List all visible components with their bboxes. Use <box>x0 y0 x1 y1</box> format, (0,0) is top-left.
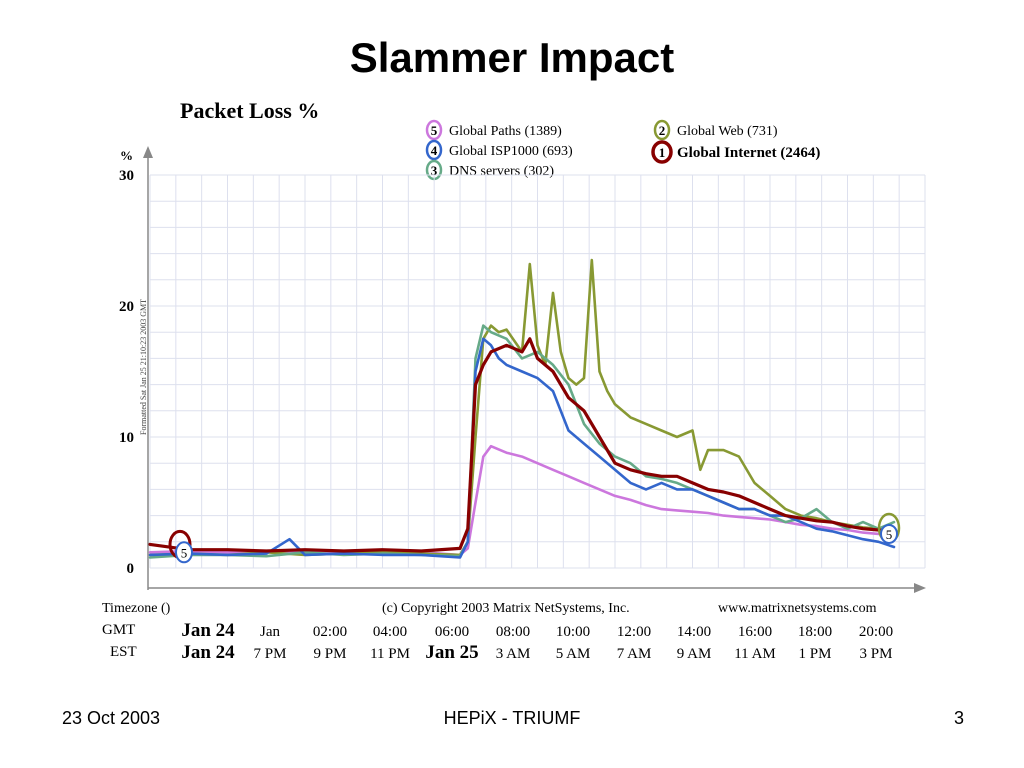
series-line-2 <box>148 258 896 557</box>
est-tick-label: 1 PM <box>799 646 832 662</box>
y-axis-arrow <box>143 146 153 158</box>
packet-loss-chart: Packet Loss % 5 Global Paths (1389) 2 Globa… <box>102 98 926 663</box>
gmt-tick-label: 08:00 <box>496 624 530 640</box>
series-line-4 <box>148 337 896 559</box>
start-badge-number: 5 <box>181 545 188 560</box>
end-badge-number: 5 <box>886 527 893 542</box>
legend-badge-circle <box>653 119 671 141</box>
end-badge-circle <box>880 523 898 544</box>
est-tick-label: Jan 25 <box>425 642 478 663</box>
gmt-tick-label: 16:00 <box>738 624 772 640</box>
est-tick-label: 9 AM <box>677 646 712 662</box>
est-tick-label: 3 PM <box>860 646 893 662</box>
gmt-tick-label: 04:00 <box>373 624 407 640</box>
est-tick-label: 9 PM <box>314 646 347 662</box>
legend-badge-number: 4 <box>431 143 438 158</box>
est-tick-label: 11 PM <box>370 646 410 662</box>
legend-entry-label: Global ISP1000 (693) <box>449 144 573 159</box>
series-end-badges: 55 <box>168 512 901 564</box>
legend-badge-number: 1 <box>659 145 666 160</box>
est-tick-label: 11 AM <box>734 646 776 662</box>
est-tick-label: Jan 24 <box>181 642 235 663</box>
est-tick-label: 7 AM <box>617 646 652 662</box>
gmt-tick-label: 14:00 <box>677 624 711 640</box>
timezone-label: Timezone () <box>102 601 171 616</box>
start-badge-circle <box>175 541 193 564</box>
y-tick-label: 20 <box>119 299 134 315</box>
website-text: www.matrixnetsystems.com <box>718 601 877 616</box>
y-tick-labels: 0 10 20 30 <box>119 168 134 577</box>
x-axis-arrow <box>914 583 926 593</box>
grid-lines <box>149 174 926 569</box>
est-tick-label: 7 PM <box>254 646 287 662</box>
gmt-row-label: GMT <box>102 622 135 638</box>
footer-date: 23 Oct 2003 <box>62 708 161 728</box>
copyright-text: (c) Copyright 2003 Matrix NetSystems, In… <box>382 601 630 616</box>
est-tick-label: 3 AM <box>496 646 531 662</box>
series-line-1 <box>148 337 896 553</box>
est-row-label: EST <box>110 644 137 660</box>
y-tick-label: 30 <box>119 168 134 184</box>
legend-entry-label: Global Web (731) <box>677 124 778 139</box>
legend-badge-circle <box>651 140 673 164</box>
y-axis-unit-label: % <box>120 148 133 163</box>
legend-entry-label: Global Internet (2464) <box>677 145 820 161</box>
y-tick-label: 10 <box>119 430 134 446</box>
formatted-date-note: Formatted Sat Jan 25 21:10:23 2003 GMT <box>139 299 148 435</box>
legend-badge-circle <box>425 119 443 141</box>
footer-page-number: 3 <box>953 708 964 728</box>
legend-entry-label: DNS servers (302) <box>449 164 554 179</box>
legend-badge-circle <box>425 139 443 161</box>
gmt-tick-label: Jan 24 <box>181 620 235 641</box>
footer-event: HEPiX - TRIUMF <box>443 708 581 728</box>
gmt-tick-label: 20:00 <box>859 624 893 640</box>
slide-title: Slammer Impact <box>349 34 675 81</box>
legend-badge-number: 5 <box>431 123 438 138</box>
legend-badge-number: 2 <box>659 123 666 138</box>
gmt-tick-label: 18:00 <box>798 624 832 640</box>
gmt-tick-label: 10:00 <box>556 624 590 640</box>
y-tick-label: 0 <box>127 561 135 577</box>
axes: % <box>120 146 926 593</box>
est-tick-label: 5 AM <box>556 646 591 662</box>
legend-badge-number: 3 <box>431 163 438 178</box>
chart-title: Packet Loss % <box>180 98 319 123</box>
gmt-tick-label: 02:00 <box>313 624 347 640</box>
series-line-5 <box>148 444 896 557</box>
legend-entry-label: Global Paths (1389) <box>449 124 562 139</box>
gmt-tick-label: 12:00 <box>617 624 651 640</box>
x-tick-labels: Jan 24 Jan 02:00 04:00 06:00 08:00 10:00 12:00 1… <box>181 620 893 663</box>
gmt-tick-label: 06:00 <box>435 624 469 640</box>
gmt-tick-label: Jan <box>260 624 280 640</box>
data-series <box>148 258 896 559</box>
chart-legend: 5 Global Paths (1389) 2 Global Web (731) 4 Gl… <box>425 119 820 181</box>
